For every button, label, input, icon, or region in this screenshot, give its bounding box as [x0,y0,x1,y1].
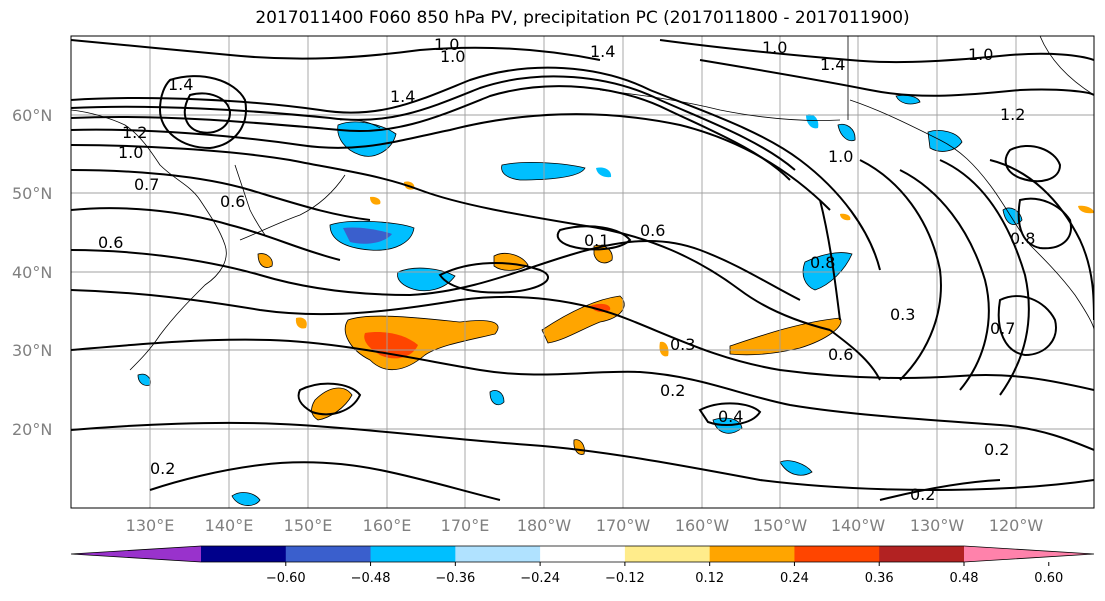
precip-positive-patch [257,253,273,268]
colorbar-segment [285,546,372,562]
precip-shading [137,94,1094,506]
precip-negative-patch [501,162,586,181]
precip-negative-patch [489,390,505,406]
colorbar-tick-label: 0.60 [1034,571,1063,586]
colorbar: −0.60 −0.48 −0.36 −0.24 −0.12 0.12 0.24 0.36 0.4… [70,545,1095,586]
colorbar-segment [201,546,287,562]
colorbar-segment [455,546,541,562]
precip-negative-patch [596,167,612,178]
colorbar-segment [540,546,626,562]
lon-label: 120°W [989,516,1044,535]
contour-label: 1.0 [434,35,459,54]
colorbar-tick-label: −0.48 [351,571,391,586]
contour-label: 0.6 [640,221,665,240]
contour-label: 0.8 [810,253,835,272]
colorbar-tick-label: 0.36 [865,571,894,586]
contour-label: 0.2 [660,381,685,400]
precip-negative-patch [1002,207,1023,225]
colorbar-segment [879,546,965,562]
precip-positive-patch [659,341,669,357]
precip-strong-negative-patch [343,227,392,244]
lon-label: 150°W [753,516,808,535]
contour-label: 0.4 [718,407,743,426]
contour-label: 1.4 [590,42,615,61]
colorbar-segment [709,546,795,562]
precip-positive-patch [840,213,851,221]
contour-label: 0.3 [670,335,695,354]
contour-label: 1.4 [390,87,415,106]
graticule [71,36,1094,508]
lon-label: 130°E [126,516,175,535]
colorbar-segment [370,546,456,562]
contour-label: 0.8 [1010,229,1035,248]
lon-label: 180°W [517,516,572,535]
colorbar-extend-high [964,546,1094,562]
lat-label: 30°N [12,341,52,360]
lat-label: 60°N [12,106,52,125]
colorbar-segment [794,546,880,562]
lon-label: 170°E [441,516,490,535]
precip-positive-patch [370,196,381,205]
precip-positive-patch [1078,205,1094,214]
contour-label: 1.0 [968,45,993,64]
longitude-labels: 130°E 140°E 150°E 160°E 170°E 180°W 170°… [126,516,1044,535]
precip-negative-patch [837,123,856,142]
contour-label: 1.0 [828,147,853,166]
precip-positive-patch [493,253,529,271]
colorbar-tick-label: −0.36 [435,571,475,586]
pv-contours [71,39,1094,501]
map-border [70,35,1095,509]
lon-label: 160°W [675,516,730,535]
colorbar-tick-label: −0.60 [266,571,306,586]
colorbar-tick-label: −0.24 [520,571,560,586]
lon-label: 160°E [363,516,412,535]
latitude-labels: 60°N 50°N 40°N 30°N 20°N [12,106,52,439]
map-title: 2017011400 F060 850 hPa PV, precipitatio… [255,8,910,28]
colorbar-outline [70,545,1095,563]
precip-negative-patch [927,130,963,152]
lat-label: 20°N [12,420,52,439]
colorbar-tick-label: 0.48 [950,571,979,586]
contour-label: 0.7 [990,319,1015,338]
colorbar-tick-label: 0.12 [695,571,724,586]
lat-label: 40°N [12,263,52,282]
precip-strong-patch [590,303,611,313]
lat-label: 50°N [12,184,52,203]
colorbar-tick-label: 0.24 [780,571,809,586]
precip-positive-patch [295,317,307,329]
lon-label: 140°E [205,516,254,535]
contour-label: 0.6 [98,233,123,252]
lon-label: 170°W [596,516,651,535]
precip-negative-patch [779,460,813,476]
contour-label: 0.2 [984,440,1009,459]
coastlines [71,36,1094,371]
contour-label: 0.1 [584,231,609,250]
contour-label: 1.0 [440,47,465,66]
contour-label: 0.2 [150,459,175,478]
colorbar-segment [624,546,711,562]
contour-labels: 1.4 1.0 1.4 1.0 1.4 1.0 1.2 1.0 1.2 1.0 … [98,35,1035,504]
contour-label: 1.0 [762,38,787,57]
contour-label: 0.2 [910,485,935,504]
colorbar-tick-label: −0.12 [605,571,645,586]
precip-positive-patch [729,317,842,356]
lon-label: 140°W [831,516,886,535]
colorbar-extend-low [71,546,201,562]
contour-label: 0.6 [220,192,245,211]
precip-negative-patch [231,492,261,506]
lon-label: 130°W [910,516,965,535]
precip-negative-patch [802,252,853,291]
contour-label: 1.0 [118,143,143,162]
contour-label: 1.2 [1000,105,1025,124]
contour-label: 0.3 [890,305,915,324]
precip-negative-patch [806,114,819,129]
contour-label: 0.6 [828,345,853,364]
contour-label: 0.7 [134,175,159,194]
contour-label: 1.4 [168,75,193,94]
lon-label: 150°E [284,516,333,535]
contour-label: 1.4 [820,55,845,74]
contour-label: 1.2 [122,123,147,142]
